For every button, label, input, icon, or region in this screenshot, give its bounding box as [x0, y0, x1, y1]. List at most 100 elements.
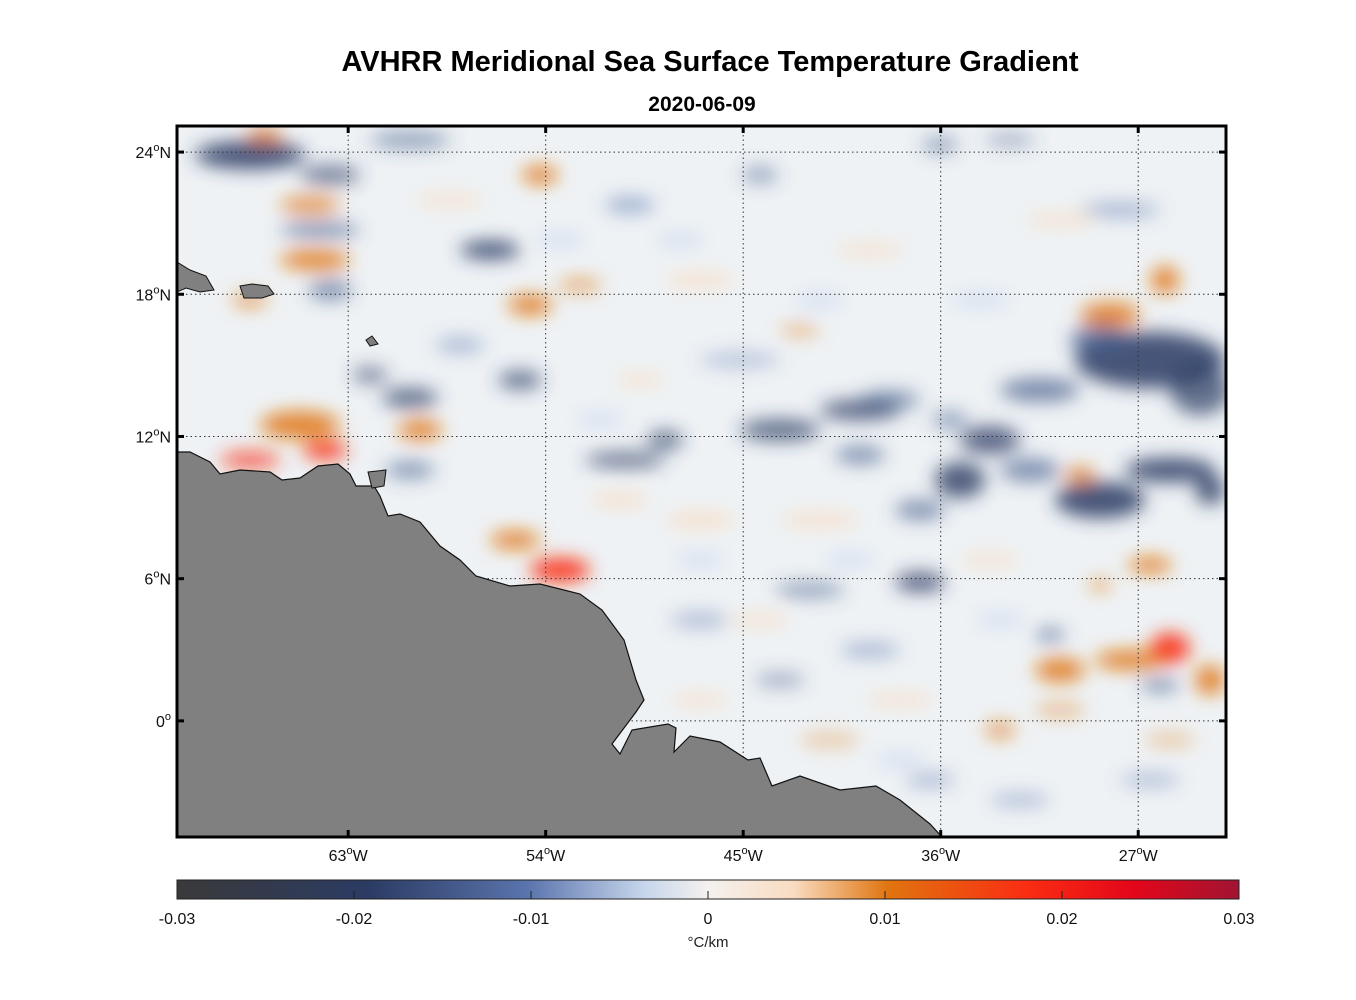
- chart-title: AVHRR Meridional Sea Surface Temperature…: [341, 46, 1079, 78]
- sst-anomaly: [860, 390, 920, 410]
- sst-anomaly: [1080, 303, 1140, 327]
- colorbar-unit: °C/km: [688, 934, 729, 951]
- colorbar-tick-label: -0.02: [336, 911, 373, 928]
- sst-anomaly: [280, 250, 350, 270]
- sst-anomaly: [1025, 212, 1095, 228]
- sst-anomaly: [905, 773, 955, 787]
- lat-label: 24oN: [136, 142, 171, 162]
- colorbar-tick-label: -0.03: [159, 911, 196, 928]
- chart-subtitle: 2020-06-09: [648, 93, 756, 116]
- sst-anomaly: [985, 133, 1035, 147]
- sst-anomaly: [260, 411, 340, 439]
- sst-anomaly: [300, 165, 360, 185]
- lat-label: 12oN: [136, 426, 171, 446]
- sst-anomaly: [1125, 458, 1215, 482]
- sst-anomaly: [1120, 773, 1180, 787]
- colorbar-tick-label: 0: [704, 911, 713, 928]
- sst-anomaly: [1000, 378, 1080, 402]
- sst-anomaly: [575, 412, 625, 428]
- sst-anomaly: [800, 733, 860, 747]
- sst-anomaly: [670, 692, 730, 708]
- sst-anomaly: [415, 192, 485, 208]
- sst-anomaly: [195, 141, 305, 169]
- sst-anomaly: [370, 131, 450, 149]
- island-puerto-rico: [239, 283, 275, 299]
- colorbar-tick-label: 0.03: [1223, 911, 1254, 928]
- sst-anomaly: [1035, 628, 1065, 642]
- sst-anomaly: [220, 451, 280, 469]
- sst-anomaly: [1170, 365, 1226, 415]
- sst-anomaly: [605, 197, 655, 213]
- sst-anomaly: [950, 292, 1010, 308]
- sst-anomaly: [935, 462, 985, 498]
- sst-anomaly: [975, 612, 1025, 628]
- sst-anomaly: [922, 137, 958, 153]
- sst-anomaly: [895, 572, 945, 592]
- sst-anomaly: [1128, 557, 1172, 573]
- latitude-labels: 24oN 18oN 12oN 6oN 0o: [136, 142, 171, 731]
- sst-anomaly: [303, 440, 347, 460]
- colorbar-ticks: -0.03 -0.02 -0.01 0 0.01 0.02 0.03: [159, 891, 1255, 928]
- longitude-labels: 63oW 54oW 45oW 36oW 27oW: [329, 845, 1159, 865]
- axis-ticks: [177, 126, 1226, 837]
- sst-anomaly: [1095, 650, 1165, 670]
- sst-anomaly: [665, 272, 735, 288]
- sst-anomaly: [585, 451, 665, 469]
- sst-anomaly: [742, 167, 778, 183]
- sst-anomaly: [1151, 266, 1179, 294]
- sst-anomaly: [730, 612, 790, 628]
- sst-anomaly: [352, 367, 388, 383]
- sst-anomaly: [835, 446, 885, 464]
- sst-anomaly: [535, 232, 585, 248]
- map-frame: [175, 124, 1228, 839]
- sst-anomaly: [530, 558, 590, 582]
- south-america-land: [177, 451, 943, 837]
- sst-anomaly: [382, 388, 438, 408]
- lon-label: 63oW: [329, 845, 369, 865]
- map-area: [177, 126, 1226, 837]
- sst-anomaly: [498, 371, 542, 389]
- sst-anomaly: [985, 721, 1015, 739]
- sst-anomaly: [308, 280, 352, 300]
- sst-anomaly: [1070, 325, 1130, 355]
- island-guadeloupe: [365, 335, 379, 347]
- sst-anomaly: [895, 500, 945, 520]
- lat-label: 6oN: [144, 569, 171, 589]
- sst-anomaly: [835, 242, 905, 258]
- sst-anomaly: [615, 372, 665, 388]
- sst-anomaly: [522, 166, 558, 184]
- sst-anomaly: [840, 642, 900, 658]
- sst-anomaly: [435, 337, 485, 353]
- sst-anomaly: [280, 196, 340, 214]
- sst-anomaly: [700, 352, 780, 368]
- sst-anomaly: [665, 512, 735, 528]
- sst-anomaly: [280, 222, 360, 238]
- sst-anomaly: [247, 128, 283, 142]
- lon-label: 36oW: [921, 845, 961, 865]
- sst-anomaly: [1195, 475, 1225, 505]
- sst-anomaly: [385, 461, 435, 479]
- sst-anomaly: [490, 531, 540, 549]
- sst-anomaly: [675, 552, 725, 568]
- sst-anomaly: [647, 431, 683, 449]
- sst-anomaly: [1035, 658, 1085, 682]
- sst-anomaly: [590, 492, 650, 508]
- sst-anomaly: [1145, 733, 1195, 747]
- sst-anomaly: [558, 278, 602, 292]
- colorbar-tick-label: -0.01: [513, 911, 550, 928]
- sst-anomaly: [875, 752, 925, 768]
- sst-anomaly: [932, 411, 968, 429]
- sst-anomaly: [670, 612, 730, 628]
- sst-anomaly: [508, 295, 552, 315]
- sst-anomaly: [1150, 633, 1190, 663]
- colorbar-tick-label: 0.02: [1046, 911, 1077, 928]
- sst-anomaly: [865, 692, 935, 708]
- lat-label: 0o: [156, 711, 171, 731]
- sst-anomaly: [1195, 665, 1225, 695]
- sst-anomaly: [755, 673, 805, 687]
- sst-anomaly: [780, 512, 860, 528]
- lon-label: 54oW: [526, 845, 566, 865]
- sst-anomaly: [990, 793, 1050, 807]
- lon-label: 45oW: [724, 845, 764, 865]
